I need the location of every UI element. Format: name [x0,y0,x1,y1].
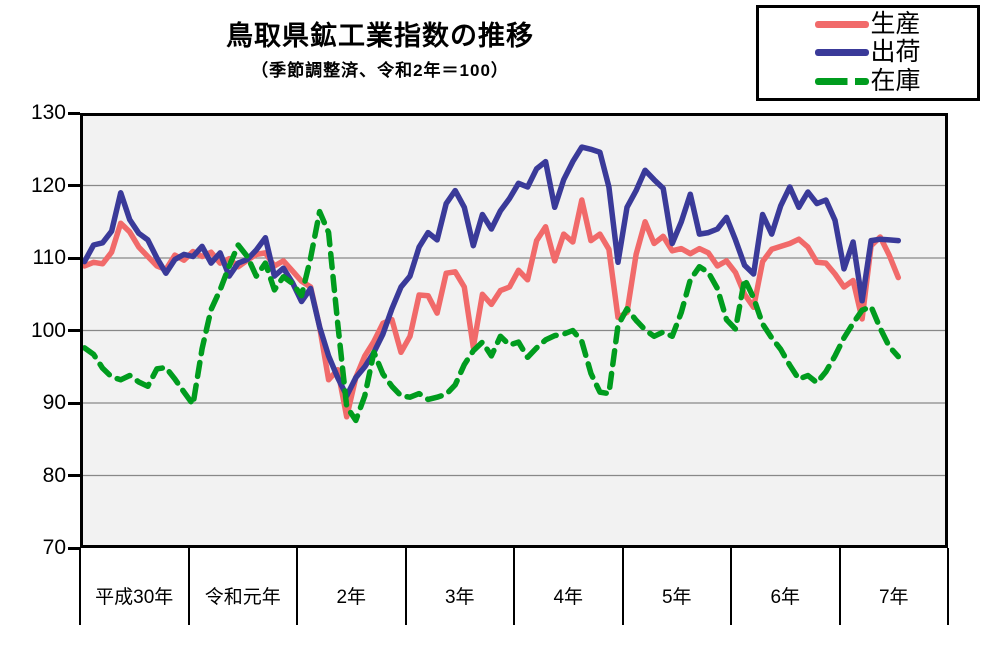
legend: 生産 出荷 在庫 [756,5,980,101]
legend-item-production: 生産 [759,9,977,38]
x-axis-year-separator [730,548,732,625]
y-axis-tick [68,111,80,115]
y-axis-label-70: 70 [42,536,66,559]
x-axis-year-separator [838,548,841,625]
legend-line-swatch-production [815,20,870,28]
x-axis-label-1: 平成30年 [95,587,174,608]
series-line-inventory [81,208,902,424]
legend-line-swatch-inventory [815,78,870,86]
y-axis-label-130: 130 [30,101,66,124]
y-axis-label-80: 80 [42,463,66,487]
x-axis-year-separator [621,548,624,625]
x-axis-year-separator [296,548,298,625]
y-axis-tick [68,329,80,332]
legend-label-production: 生産 [870,9,921,38]
x-axis-label-2: 令和元年 [204,587,281,608]
legend-item-inventory: 在庫 [759,68,977,95]
series-line-production [81,197,902,420]
x-axis-year-separator [187,548,190,625]
y-axis-label-90: 90 [42,391,66,414]
x-axis-year-separator [404,548,407,625]
legend-line-swatch-shipment [815,49,870,57]
legend-item-shipment: 出荷 [759,39,977,66]
chart-subtitle: （季節調整済、令和2年＝100） [251,61,509,80]
y-axis-tick [68,546,80,550]
y-axis-label-110: 110 [32,246,66,269]
chart-title: 鳥取県鉱工業指数の推移 [226,21,534,51]
x-axis-year-separator [79,548,81,625]
x-axis-label-4: 3年 [444,587,475,608]
y-axis-tick [68,401,80,405]
x-axis-year-separator [513,548,515,625]
x-axis-label-6: 5年 [661,587,692,608]
x-axis-label-3: 2年 [336,587,367,608]
y-axis-label-100: 100 [30,318,66,342]
plot-frame [80,113,948,548]
x-axis-label-7: 6年 [770,587,801,608]
y-axis-tick [68,256,80,260]
y-axis-label-120: 120 [30,173,66,197]
y-axis-tick [68,474,80,477]
plot-area [80,113,948,548]
x-axis-year-separator [947,548,949,625]
series-line-shipment [81,144,902,399]
legend-label-shipment: 出荷 [870,38,921,67]
legend-label-inventory: 在庫 [870,67,921,96]
y-axis-tick [68,184,80,187]
x-axis-label-5: 4年 [553,587,584,608]
x-axis-label-8: 7年 [878,587,909,608]
